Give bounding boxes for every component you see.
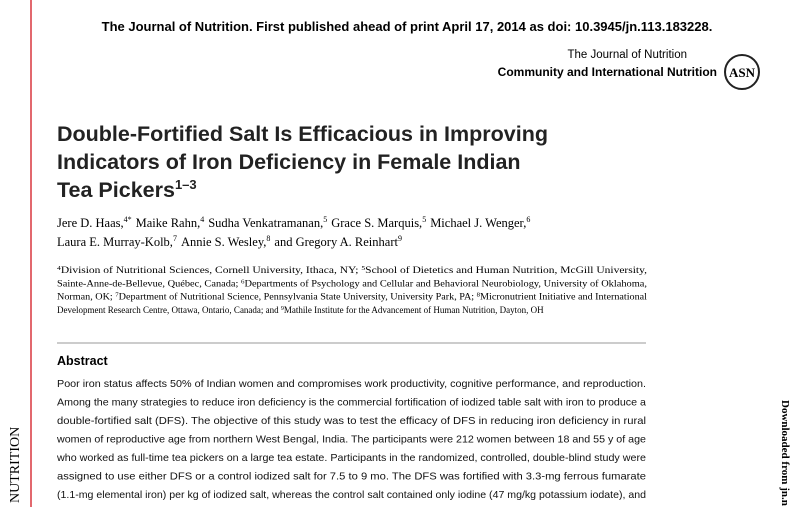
- affiliation-sup: 8: [477, 293, 480, 299]
- author-line: Jere D. Haas,4* Maike Rahn,4 Sudha Venkatr…: [57, 215, 530, 230]
- author-sup: 6: [526, 215, 530, 224]
- abstract-body: Poor iron status affects 50% of Indian w…: [56, 378, 646, 501]
- author-sup: 7: [173, 234, 177, 243]
- margin-label: NUTRITION: [8, 427, 23, 503]
- author-name: Maike Rahn,: [136, 216, 201, 230]
- title-line: Indicators of Iron Deficiency in Female …: [57, 150, 521, 174]
- affiliation-line: Norman, OK; 7Department of Nutritional S…: [57, 292, 648, 302]
- affiliation-line: 4Division of Nutritional Sciences, Corne…: [57, 265, 647, 275]
- affiliation-sup: 9: [281, 306, 284, 312]
- author-sup: 5: [422, 215, 426, 224]
- title-text: Indicators of Iron Deficiency in Female …: [57, 150, 521, 174]
- affiliation-text: Development Research Centre, Ottawa, Ont…: [57, 305, 281, 315]
- author-sup: 8: [266, 234, 270, 243]
- affiliation-sup: 4: [57, 266, 61, 272]
- abstract-line: (1.1-mg elemental iron) per kg of iodize…: [57, 489, 646, 501]
- author-sup: 4: [200, 215, 204, 224]
- author-name: Laura E. Murray-Kolb,: [57, 235, 173, 249]
- authors: Jere D. Haas,4* Maike Rahn,4 Sudha Venkatr…: [57, 215, 530, 249]
- author-sup: 5: [323, 215, 327, 224]
- download-note: Downloaded from jn.n: [779, 400, 790, 506]
- title-line: Double-Fortified Salt Is Efficacious in …: [57, 122, 548, 146]
- author-name: and Gregory A. Reinhart: [274, 235, 398, 249]
- author-sup: 9: [398, 234, 402, 243]
- affiliations: 4Division of Nutritional Sciences, Corne…: [57, 265, 648, 315]
- affiliation-text: School of Dietetics and Human Nutrition,…: [365, 265, 647, 275]
- affiliation-sup: 5: [361, 266, 365, 272]
- abstract-line: women of reproductive age from northern …: [56, 434, 646, 446]
- author-sup: 4*: [124, 215, 132, 224]
- author-name: Michael J. Wenger,: [430, 216, 526, 230]
- affiliation-sup: 7: [115, 293, 118, 299]
- affiliation-text: Department of Nutritional Science, Penns…: [119, 292, 477, 302]
- title-text: Tea Pickers: [57, 178, 175, 202]
- title: Double-Fortified Salt Is Efficacious in …: [57, 122, 548, 202]
- abstract-line: assigned to use either DFS or a control …: [57, 471, 646, 483]
- section-name: Community and International Nutrition: [498, 65, 717, 79]
- journal-name: The Journal of Nutrition: [567, 49, 687, 61]
- abstract-line: who worked as full-time tea pickers on a…: [56, 452, 646, 464]
- affiliation-sup: 6: [241, 279, 244, 285]
- abstract-line: double-fortified salt (DFS). The objecti…: [57, 415, 646, 427]
- author-name: Jere D. Haas,: [57, 216, 124, 230]
- abstract-heading: Abstract: [57, 354, 109, 368]
- affiliation-line: Development Research Centre, Ottawa, Ont…: [57, 305, 544, 315]
- affiliation-text: Norman, OK;: [57, 292, 115, 302]
- logo-text: ASN: [729, 65, 756, 80]
- affiliation-text: Sainte-Anne-de-Bellevue, Québec, Canada;: [57, 278, 241, 288]
- affiliation-text: Micronutrient Initiative and Internation…: [480, 292, 648, 302]
- title-footnote: 1–3: [175, 177, 197, 192]
- abstract-line: Among the many strategies to reduce iron…: [57, 397, 646, 409]
- logo-ring: [724, 54, 760, 90]
- affiliation-text: Mathile Institute for the Advancement of…: [284, 305, 544, 315]
- affiliation-text: Division of Nutritional Sciences, Cornel…: [61, 265, 362, 275]
- affiliation-text: Departments of Psychology and Cellular a…: [244, 278, 647, 288]
- author-name: Annie S. Wesley,: [181, 235, 266, 249]
- author-name: Sudha Venkatramanan,: [208, 216, 323, 230]
- title-text: Double-Fortified Salt Is Efficacious in …: [57, 122, 548, 146]
- abstract-line: Poor iron status affects 50% of Indian w…: [57, 378, 646, 390]
- affiliation-line: Sainte-Anne-de-Bellevue, Québec, Canada;…: [57, 278, 647, 288]
- author-line: Laura E. Murray-Kolb,7 Annie S. Wesley,8 a…: [57, 234, 402, 249]
- author-name: Grace S. Marquis,: [331, 216, 422, 230]
- title-line: Tea Pickers1–3: [57, 177, 197, 202]
- top-notice: The Journal of Nutrition. First publishe…: [102, 19, 713, 34]
